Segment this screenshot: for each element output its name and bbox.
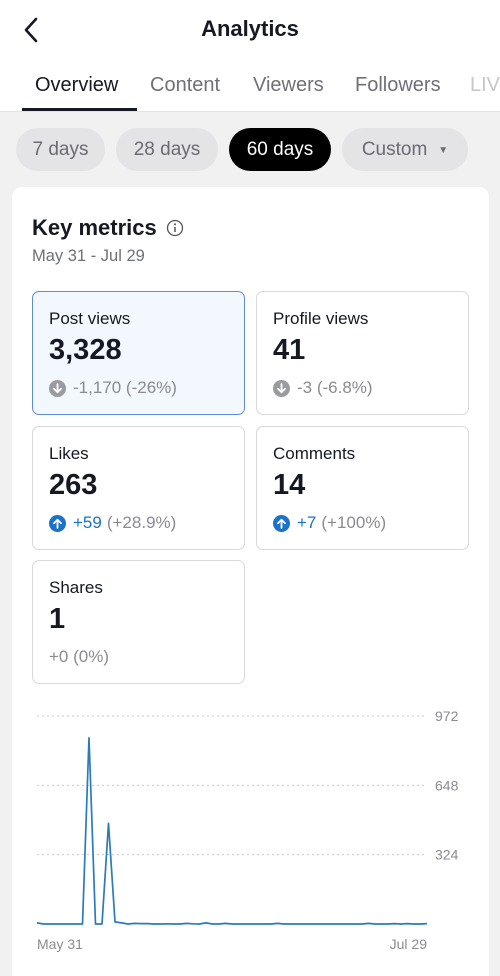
metric-value: 3,328 (49, 334, 122, 366)
chevron-left-icon (24, 17, 38, 43)
metric-value: 1 (49, 603, 66, 635)
x-tick-label: May 31 (37, 936, 83, 952)
header: Analytics (0, 0, 500, 60)
series-line (36, 736, 428, 925)
metric-change: +0 (0%) (49, 647, 109, 667)
arrow-down-circle-icon (273, 379, 290, 397)
metric-change: -1,170 (-26%) (49, 378, 177, 398)
section-title: Key metrics (32, 215, 157, 240)
range-60-days[interactable]: 60 days (229, 128, 331, 171)
range-custom-label: Custom (361, 138, 428, 160)
caret-down-icon: ▼ (438, 145, 449, 156)
arrow-up-circle-icon (49, 514, 66, 532)
range-7-days[interactable]: 7 days (16, 128, 105, 171)
key-metrics-card: Key metrics May 31 - Jul 29 Post views 3… (12, 187, 489, 976)
tab-followers[interactable]: Followers (355, 74, 441, 96)
post-views-chart: 324 648 972 May 31 Jul 29 (12, 697, 489, 957)
metric-change-text: -1,170 (-26%) (73, 378, 177, 397)
metric-change: +59 (+28.9%) (49, 513, 176, 533)
y-tick-label: 648 (435, 777, 459, 793)
metric-shares[interactable]: Shares 1 +0 (0%) (32, 560, 245, 684)
back-button[interactable] (14, 13, 48, 47)
tab-live[interactable]: LIVE (470, 74, 500, 96)
metric-value: 14 (273, 469, 306, 501)
tab-viewers[interactable]: Viewers (253, 74, 324, 96)
metric-value: 41 (273, 334, 306, 366)
page-title: Analytics (201, 16, 299, 41)
metric-profile-views[interactable]: Profile views 41 -3 (-6.8%) (256, 291, 469, 415)
date-range-selector: 7 days 28 days 60 days Custom ▼ (0, 112, 500, 186)
range-custom[interactable]: Custom ▼ (342, 128, 468, 171)
metric-post-views[interactable]: Post views 3,328 -1,170 (-26%) (32, 291, 245, 415)
metric-value: 263 (49, 469, 98, 501)
metric-change: +7 (+100%) (273, 513, 386, 533)
metric-change-number: +7 (297, 513, 317, 532)
tab-bar: Overview Content Viewers Followers LIVE (0, 60, 500, 112)
metric-change-text: -3 (-6.8%) (297, 378, 373, 397)
metric-change: -3 (-6.8%) (273, 378, 373, 398)
chart-svg: 324 648 972 May 31 Jul 29 (36, 708, 459, 952)
y-tick-label: 324 (435, 847, 459, 863)
active-tab-indicator (22, 108, 137, 111)
date-range-text: May 31 - Jul 29 (32, 247, 145, 265)
metric-label: Comments (273, 444, 356, 463)
metric-change-percent: (+28.9%) (106, 513, 177, 532)
arrow-up-circle-icon (273, 514, 290, 532)
tab-overview[interactable]: Overview (35, 74, 119, 96)
metric-likes[interactable]: Likes 263 +59 (+28.9%) (32, 426, 245, 550)
info-icon[interactable] (166, 219, 184, 237)
range-28-days[interactable]: 28 days (116, 128, 218, 171)
metric-label: Likes (49, 444, 89, 463)
y-tick-label: 972 (435, 708, 459, 724)
metric-label: Shares (49, 578, 103, 597)
metric-label: Post views (49, 309, 131, 328)
metric-change-text: +0 (0%) (49, 647, 109, 666)
metric-comments[interactable]: Comments 14 +7 (+100%) (256, 426, 469, 550)
metric-label: Profile views (273, 309, 369, 328)
arrow-down-circle-icon (49, 379, 66, 397)
tab-content[interactable]: Content (150, 74, 221, 96)
x-tick-label: Jul 29 (390, 936, 428, 952)
metric-change-number: +59 (73, 513, 102, 532)
metric-change-percent: (+100%) (321, 513, 387, 532)
